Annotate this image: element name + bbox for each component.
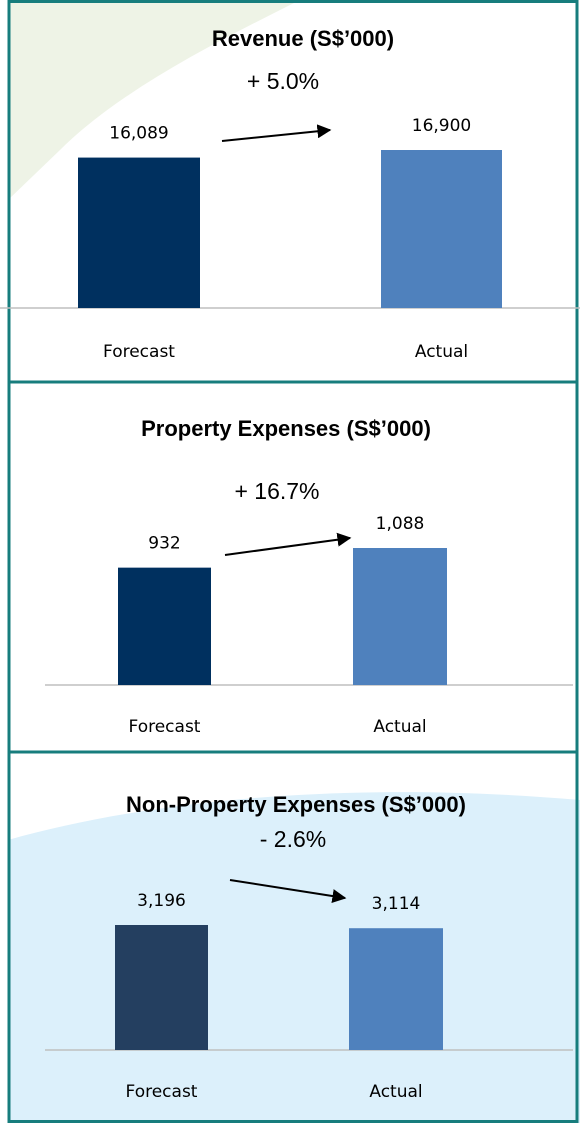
data-label: 16,089 <box>109 124 168 144</box>
arrow <box>229 879 347 903</box>
category-label: Forecast <box>103 342 175 362</box>
chart-title: Revenue (S$’000) <box>212 26 394 51</box>
data-label: 16,900 <box>412 116 471 136</box>
category-label: Forecast <box>126 1082 198 1102</box>
category-label: Actual <box>373 717 426 737</box>
category-label: Forecast <box>129 717 201 737</box>
data-label: 3,114 <box>372 894 421 914</box>
chart-title: Property Expenses (S$’000) <box>141 416 431 441</box>
charts: Revenue (S$’000) + 5.0% 16,089 Forecast 16,9… <box>0 26 580 1102</box>
data-label: 1,088 <box>376 514 425 534</box>
bar <box>381 150 502 308</box>
bar <box>349 928 443 1050</box>
bar <box>118 567 211 685</box>
annotation: + 16.7% <box>234 478 319 504</box>
arrow <box>221 124 332 142</box>
arrow <box>224 532 352 556</box>
annotation: + 5.0% <box>247 68 319 94</box>
annotation: - 2.6% <box>260 826 326 852</box>
bar <box>353 548 447 685</box>
chart-title: Non-Property Expenses (S$’000) <box>126 792 466 817</box>
bar <box>115 925 208 1050</box>
category-label: Actual <box>369 1082 422 1102</box>
data-label: 3,196 <box>137 891 186 911</box>
bar <box>78 157 200 308</box>
data-label: 932 <box>148 534 180 554</box>
background-image <box>8 0 300 200</box>
frame <box>7 0 579 1123</box>
category-label: Actual <box>415 342 468 362</box>
